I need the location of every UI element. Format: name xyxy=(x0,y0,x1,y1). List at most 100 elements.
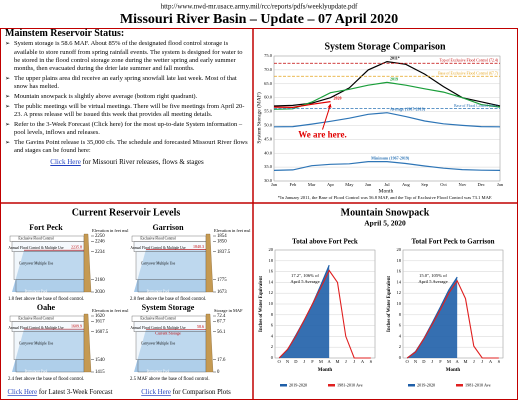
y-axis-label: Inches of Water Equivalent xyxy=(387,276,392,332)
bullet: The public meetings will be virtual meet… xyxy=(5,103,249,120)
water xyxy=(134,329,206,372)
level-label: 2250 xyxy=(95,234,105,239)
zone-label: Carryover Multiple Use xyxy=(141,342,176,346)
x-tick-label: N xyxy=(286,359,290,364)
x-tick-label: Dec xyxy=(478,182,485,187)
level-label: 2030 xyxy=(95,290,105,295)
unit-label: Storage in MAF xyxy=(214,308,243,313)
x-tick-label: M xyxy=(335,359,339,364)
chart-title: System Storage Comparison xyxy=(324,41,446,52)
y-tick-label: 65.0 xyxy=(264,81,273,86)
dam xyxy=(83,313,92,373)
bullet: The upper plains area did receive an ear… xyxy=(5,75,249,92)
y-tick-label: 10 xyxy=(269,301,274,306)
zone-label: Exclusive Flood Control xyxy=(18,237,53,241)
x-tick-label: S xyxy=(370,359,373,364)
x-tick-label: A xyxy=(328,359,332,364)
y-tick-label: 55.0 xyxy=(264,109,273,114)
zone xyxy=(13,251,85,280)
y-tick-label: 35.0 xyxy=(264,164,273,169)
zone-label: Base of Flood Control (56.1) xyxy=(454,104,499,108)
level-label: 1620 xyxy=(95,314,105,319)
status-panel: Mainstem Reservoir Status: System storag… xyxy=(5,28,249,166)
link[interactable]: Click Here xyxy=(50,158,81,167)
x-tick-label: M xyxy=(447,359,451,364)
water xyxy=(12,329,84,372)
arrow xyxy=(322,104,331,130)
reservoir: Garrison Elevation in feet msl Exclusive F… xyxy=(130,223,251,302)
x-tick-label: M xyxy=(319,359,323,364)
y-tick-label: 16 xyxy=(269,269,274,274)
link-text: for Missouri River releases, flows & sta… xyxy=(80,158,204,167)
x-tick-label: Jan xyxy=(271,182,278,187)
x-tick-label: J xyxy=(473,359,475,364)
x-tick-label: Oct xyxy=(440,182,447,187)
reservoir-name: Fort Peck xyxy=(29,223,63,232)
y-tick-label: 2 xyxy=(399,344,401,349)
level-label: 1850 xyxy=(217,240,227,245)
level-label: 72.4 xyxy=(217,314,226,319)
legend-swatch xyxy=(328,384,335,387)
current-label: 2235.8 xyxy=(71,245,82,250)
x-tick-label: M xyxy=(463,359,467,364)
zone-label: Exclusive Flood Control xyxy=(140,237,175,241)
status-heading: Mainstem Reservoir Status: xyxy=(5,28,125,39)
x-tick-label: May xyxy=(345,182,354,187)
link[interactable]: Click Here for Comparison Plots xyxy=(141,389,231,396)
legend-swatch xyxy=(280,384,287,387)
links: Click Here for Latest 3-Week Forecast Cl… xyxy=(8,389,232,396)
x-tick-label: Sep xyxy=(421,182,429,187)
legend-swatch xyxy=(456,384,463,387)
x-tick-label: Jan xyxy=(497,182,504,187)
x-tick-label: Feb xyxy=(289,182,297,187)
x-tick-label: D xyxy=(422,359,426,364)
zone-label: Annual Flood Control & Multiple Use xyxy=(130,326,186,330)
link-row: Click Here for Missouri River releases, … xyxy=(5,158,249,166)
zone-label: Carryover Multiple Use xyxy=(19,342,54,346)
annotation: April 5 Average xyxy=(290,279,319,284)
water xyxy=(12,250,84,292)
series-line xyxy=(273,161,501,171)
zone-label: Permanent Pool xyxy=(25,370,48,374)
reservoir-note: 2.5 MAF above the base of flood control. xyxy=(130,377,210,382)
series-line xyxy=(273,112,501,128)
reservoir: System Storage Storage in MAF Exclusive Fl… xyxy=(130,303,243,382)
level-label: 67.7 xyxy=(217,320,226,325)
y-tick-label: 0 xyxy=(399,355,402,360)
y-tick-label: 14 xyxy=(269,279,274,284)
area xyxy=(279,265,330,358)
x-tick-label: D xyxy=(294,359,298,364)
zone-label: Permanent Pool xyxy=(147,290,170,294)
bullet: Mountain snowpack is slightly above aver… xyxy=(5,93,249,102)
dam xyxy=(83,233,92,293)
level-label: 1837.5 xyxy=(217,250,231,255)
x-axis-label: Month xyxy=(379,188,394,194)
zone-label: Carryover Multiple Use xyxy=(19,262,54,266)
series-line xyxy=(278,269,371,359)
series-line xyxy=(406,279,499,359)
zone-label: Top of Exclusive Flood Control (72.4) xyxy=(440,59,499,63)
y-tick-label: 14 xyxy=(397,279,402,284)
level-label: 1415 xyxy=(95,370,105,375)
link[interactable]: Click Here for Latest 3-Week Forecast xyxy=(8,389,113,396)
zone-label: Annual Flood Control & Multiple Use xyxy=(130,246,186,250)
current-label: 1840.3 xyxy=(193,244,204,249)
series-label: Average (1967-2019) xyxy=(390,107,426,112)
reservoir-note: 1.8 feet above the base of flood control… xyxy=(8,297,84,302)
section-title: Mountain Snowpack xyxy=(341,207,430,218)
zone xyxy=(135,331,207,360)
legend-label: 2019-2020 xyxy=(417,382,435,387)
reservoir-note: 2.4 feet above the base of flood control… xyxy=(8,377,84,382)
y-tick-label: 8 xyxy=(399,312,402,317)
level-label: 1854 xyxy=(217,234,227,239)
y-tick-label: 70.0 xyxy=(264,67,273,72)
series-line xyxy=(273,81,501,110)
reservoir-note: 2.8 feet above the base of flood control… xyxy=(130,297,206,302)
annotation: We are here. xyxy=(298,130,346,140)
y-tick-label: 10 xyxy=(397,301,402,306)
y-tick-label: 60.0 xyxy=(264,95,273,100)
zone-label: Base of Exclusive Flood Control (67.7) xyxy=(438,72,499,76)
